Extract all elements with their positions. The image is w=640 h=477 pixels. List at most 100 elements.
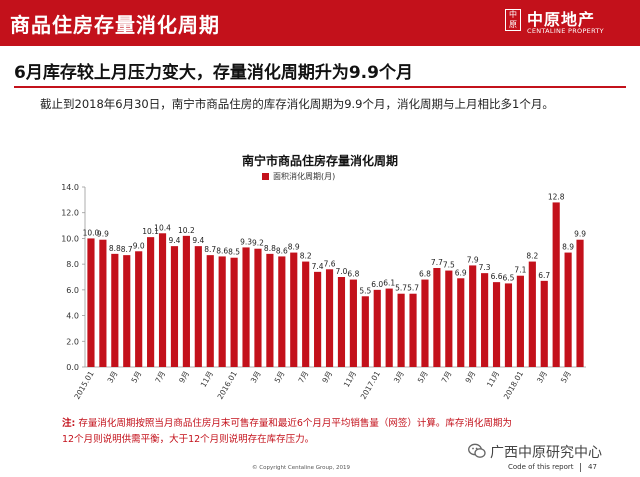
- bar: [552, 202, 560, 367]
- legend-label: 面积消化周期(月): [273, 172, 336, 181]
- x-tick-label: 7月: [296, 370, 310, 385]
- bar: [170, 246, 179, 367]
- bar: [218, 256, 226, 367]
- bar-value-label: 6.5: [502, 273, 514, 282]
- bar: [457, 278, 465, 367]
- bar-value-label: 8.6: [276, 246, 288, 255]
- bar: [540, 280, 548, 367]
- x-tick-label: 5月: [559, 370, 573, 385]
- x-tick-label: 7月: [440, 370, 454, 385]
- bar-value-label: 9.2: [252, 239, 264, 248]
- bar: [373, 289, 381, 367]
- page-number: 47: [588, 463, 597, 471]
- y-tick-label: 12.0: [61, 209, 79, 218]
- y-tick-label: 10.0: [61, 234, 79, 243]
- bar-value-label: 8.2: [300, 252, 312, 261]
- bar-chart: 0.02.04.06.08.010.012.014.010.09.98.8 8.7…: [61, 183, 586, 401]
- bar: [194, 246, 202, 367]
- x-tick-label: 11月: [342, 370, 358, 389]
- bar: [445, 270, 453, 367]
- footnote-line-2: 12个月则说明供需平衡，大于12个月则说明存在库存压力。: [62, 434, 315, 445]
- bar: [385, 288, 393, 367]
- bar-value-label: 10.1: [142, 227, 159, 236]
- bar: [242, 247, 250, 367]
- bar: [421, 279, 429, 367]
- bar: [230, 257, 238, 367]
- bar: [576, 239, 584, 367]
- bar: [564, 252, 572, 367]
- bar: [206, 255, 214, 367]
- bar-value-label: 9.4: [168, 236, 180, 245]
- bar-value-label: 8.6: [216, 246, 228, 255]
- logo-seal: 中原: [505, 9, 521, 31]
- x-tick-label: 5月: [416, 370, 430, 385]
- bar-value-label: 6.6: [491, 272, 503, 281]
- bar-value-label: 6.0: [371, 280, 383, 289]
- bar-value-label: 9.9: [97, 230, 109, 239]
- bar: [325, 269, 334, 367]
- footnote-prefix: 注:: [62, 418, 76, 429]
- bar: [182, 235, 190, 367]
- x-tick-label: 3月: [535, 370, 549, 385]
- wechat-icon: [468, 443, 486, 458]
- x-tick-label: 3月: [106, 370, 120, 385]
- page-title: 商品住房存量消化周期: [10, 13, 220, 37]
- bar: [266, 253, 274, 367]
- chart-title: 南宁市商品住房存量消化周期: [241, 154, 398, 168]
- report-code-label: Code of this report: [508, 463, 574, 471]
- bar-value-label: 6.8: [419, 270, 431, 279]
- bar-value-label: 9.3: [240, 237, 252, 246]
- x-tick-label: 2016.01: [216, 369, 239, 401]
- bar: [123, 255, 131, 367]
- bar-value-label: 8.5: [228, 248, 240, 257]
- headline-divider: [14, 86, 626, 88]
- bar: [290, 252, 298, 367]
- bar-value-label: 6.8: [347, 270, 359, 279]
- centaline-logo: 中原 中原地产 CENTALINE PROPERTY: [505, 5, 633, 41]
- x-tick-label: 3月: [249, 370, 263, 385]
- x-tick-label: 2017.01: [359, 369, 382, 401]
- y-tick-label: 0.0: [66, 363, 79, 372]
- x-tick-label: 3月: [392, 370, 406, 385]
- x-tick-label: 7月: [153, 370, 167, 385]
- summary-text: 截止到2018年6月30日，南宁市商品住房的库存消化周期为9.9个月，消化周期与…: [40, 97, 554, 111]
- bar-value-label: 7.4: [312, 262, 324, 271]
- bar: [254, 248, 262, 367]
- bar-value-label: 10.0: [83, 228, 100, 237]
- bar-value-label: 7.9: [467, 255, 479, 264]
- x-tick-label: 9月: [463, 370, 477, 385]
- x-tick-label: 9月: [320, 370, 334, 385]
- bar-value-label: 7.3: [479, 263, 491, 272]
- bar: [433, 268, 441, 367]
- x-tick-label: 5月: [273, 370, 287, 385]
- bar: [111, 253, 119, 367]
- legend-swatch: [262, 173, 269, 180]
- logo-chinese-name: 中原地产: [527, 10, 596, 29]
- bar: [481, 273, 489, 367]
- bar-value-label: 5.7: [407, 284, 419, 293]
- wechat-account-name: 广西中原研究中心: [490, 445, 602, 461]
- bar-value-label: 6.1: [383, 279, 395, 288]
- bar-value-label: 8.8: [264, 244, 276, 253]
- page-separator: [580, 463, 581, 472]
- bar-value-label: 8.9: [288, 243, 300, 252]
- bar-value-label: 5.5: [359, 286, 371, 295]
- logo-english-name: CENTALINE PROPERTY: [527, 27, 604, 35]
- bar: [528, 261, 536, 367]
- footnote: 注: 存量消化周期按照当月商品住房月末可售存量和最近6个月月平均销售量（网签）计…: [62, 416, 622, 448]
- bar: [349, 279, 357, 367]
- bar-value-label: 10.2: [178, 226, 195, 235]
- bar: [361, 296, 369, 367]
- bar: [158, 233, 167, 367]
- bar-value-label: 7.1: [514, 266, 526, 275]
- bar: [469, 265, 477, 367]
- x-tick-label: 2018.01: [502, 369, 525, 401]
- bar-value-label: 6.9: [455, 268, 467, 277]
- bar: [492, 282, 501, 367]
- bar-value-label: 7.5: [443, 261, 455, 270]
- y-tick-label: 4.0: [66, 312, 79, 321]
- bar-value-label: 9.4: [192, 236, 204, 245]
- bar: [337, 277, 346, 367]
- bar-value-label: 8.7: [204, 245, 216, 254]
- bar-value-label: 6.7: [538, 271, 550, 280]
